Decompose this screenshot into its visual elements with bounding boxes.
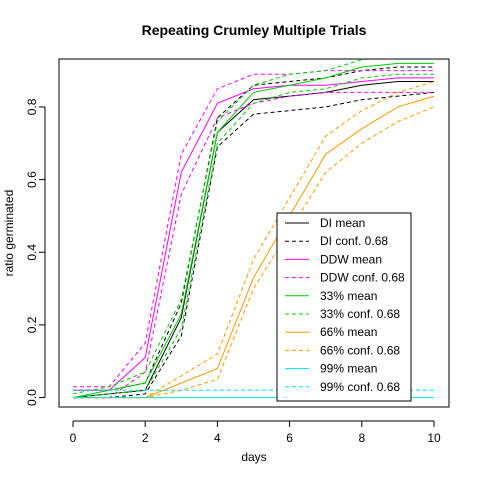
series-line-33-mean: [72, 62, 434, 399]
x-tick-label-10: 10: [427, 431, 441, 445]
x-tick-label-8: 8: [358, 431, 365, 445]
y-tick-label-2: 0.4: [25, 244, 39, 261]
legend-box: [276, 212, 412, 402]
series-line-di-mean: [72, 81, 434, 399]
legend-label-2: DDW mean: [320, 252, 382, 266]
series-line-conf-band-5: [73, 70, 434, 388]
series-line-conf-band-11: [73, 81, 435, 399]
legend-label-5: 33% conf. 0.68: [320, 307, 400, 321]
x-tick-label-6: 6: [286, 431, 293, 445]
legend-label-3: DDW conf. 0.68: [320, 271, 405, 285]
legend-label-7: 66% conf. 0.68: [320, 343, 400, 357]
x-tick-label-2: 2: [142, 431, 149, 445]
legend-label-1: DI conf. 0.68: [320, 234, 388, 248]
legend: DI mean DI conf. 0.68 DDW mean DDW conf. 0.…: [276, 212, 412, 402]
legend-label-4: 33% mean: [320, 289, 377, 303]
series-line-ddw-mean: [73, 77, 434, 391]
legend-label-8: 99% mean: [320, 362, 377, 376]
x-tick-label-4: 4: [214, 431, 221, 445]
legend-label-0: DI mean: [320, 216, 365, 230]
y-tick-label-1: 0.2: [25, 316, 39, 333]
series-line-conf-band-2: [73, 66, 434, 391]
chart-title: Repeating Crumley Multiple Trials: [142, 22, 367, 38]
y-tick-label-3: 0.6: [25, 171, 39, 188]
x-tick-label-0: 0: [70, 431, 77, 445]
plot-frame: [58, 58, 450, 408]
axes: 0 2 4 6 8 10 0.0 0.2 0.4 0.6 0.8: [25, 58, 450, 445]
legend-label-6: 66% mean: [320, 325, 377, 339]
legend-label-9: 99% conf. 0.68: [320, 380, 400, 394]
y-tick-label-4: 0.8: [25, 98, 39, 115]
series-line-33-conf-0-68: [72, 73, 434, 399]
series-line-di-conf-0-68: [73, 91, 435, 399]
plot-area: [72, 59, 435, 399]
x-axis-label: days: [241, 450, 266, 464]
series-line-66-conf-0-68: [73, 106, 435, 399]
y-axis-label: ratio germinated: [2, 190, 16, 277]
y-tick-label-0: 0.0: [25, 389, 39, 406]
